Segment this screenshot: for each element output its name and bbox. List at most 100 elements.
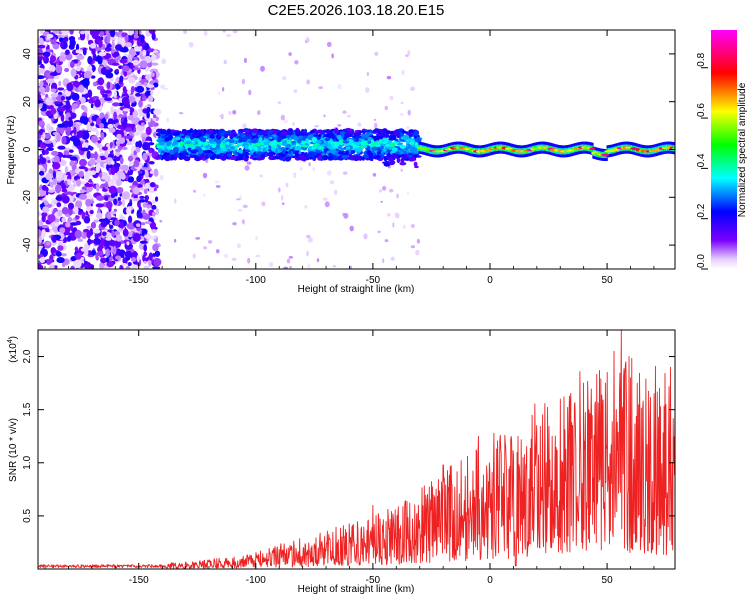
heatmap-cell (153, 257, 162, 267)
heatmap-cell (132, 187, 140, 195)
heatmap-cell (142, 49, 147, 57)
heatmap-cell (268, 261, 274, 267)
heatmap-cell (54, 265, 58, 269)
heatmap-cell (56, 257, 65, 264)
heatmap-cell (151, 204, 157, 210)
heatmap-cell (400, 101, 404, 104)
heatmap-cell (69, 61, 75, 69)
heatmap-cell (124, 127, 133, 132)
heatmap-cell (38, 37, 44, 44)
heatmap-cell (192, 154, 197, 158)
heatmap-cell (99, 172, 103, 178)
heatmap-cell (153, 82, 159, 88)
heatmap-cell (151, 211, 156, 217)
heatmap-cell (294, 60, 299, 65)
heatmap-cell (115, 148, 122, 153)
heatmap-cell (293, 172, 297, 178)
heatmap-cell (145, 90, 152, 96)
heatmap-cell (139, 60, 148, 69)
heatmap-cell (375, 133, 383, 137)
heatmap-cell (237, 152, 244, 158)
heatmap-cell (45, 172, 53, 181)
heatmap-cell (308, 162, 311, 167)
heatmap-cell (48, 65, 56, 73)
heatmap-cell (108, 127, 116, 133)
heatmap-cell (113, 51, 120, 57)
heatmap-cell (75, 220, 82, 226)
heatmap-cell (345, 150, 349, 156)
heatmap-cell (63, 202, 67, 209)
heatmap-cell (75, 252, 82, 260)
snr-y-label: SNR (10 * v/v) (8, 418, 19, 482)
heatmap-cell (84, 193, 93, 201)
heatmap-cell (387, 212, 391, 217)
heatmap-cell (44, 200, 49, 206)
heatmap-cell (49, 222, 57, 228)
heatmap-cell (172, 146, 179, 153)
heatmap-cell (237, 209, 243, 212)
heatmap-cell (55, 196, 63, 201)
heatmap-cell (136, 223, 141, 228)
heatmap-cell (124, 42, 132, 48)
heatmap-cell (367, 140, 372, 144)
x-tick-label: -50 (366, 275, 381, 286)
heatmap-cell (232, 110, 237, 115)
heatmap-cell (51, 198, 56, 203)
heatmap-cell (281, 142, 288, 147)
heatmap-cell (92, 229, 101, 234)
heatmap-cell (166, 141, 171, 147)
snr-panel: -150 -100 -50 0 50 0.5 1.0 1.5 2.0 Height of st… (7, 329, 676, 595)
heatmap-cell (142, 209, 146, 217)
heatmap-cell (113, 89, 117, 99)
heatmap-cell (385, 130, 391, 133)
heatmap-cell (155, 51, 160, 58)
y-tick-label: 40 (22, 48, 33, 60)
heatmap-cell (136, 212, 144, 218)
y-tick-label: 0 (22, 146, 33, 152)
heatmap-cell (153, 108, 162, 116)
heatmap-cell (400, 168, 403, 172)
heatmap-cell (83, 228, 90, 233)
heatmap-cell (46, 147, 54, 151)
heatmap-cell (214, 180, 220, 184)
heatmap-cell (146, 111, 150, 119)
heatmap-cell (299, 167, 303, 171)
heatmap-cell (76, 55, 85, 60)
heatmap-cell (141, 136, 146, 145)
heatmap-cell (399, 161, 407, 166)
heatmap-cell (374, 51, 379, 56)
heatmap-cell (104, 150, 109, 158)
heatmap-cell (38, 229, 42, 238)
heatmap-cell (278, 153, 282, 156)
y-tick-label: 2.0 (22, 349, 33, 363)
heatmap-cell (85, 198, 92, 207)
heatmap-cell (75, 50, 79, 54)
heatmap-cell (215, 154, 221, 159)
heatmap-cell (148, 259, 152, 267)
heatmap-cell (69, 30, 74, 35)
heatmap-cell (323, 142, 329, 147)
heatmap-cell (57, 87, 65, 91)
heatmap-cell (105, 257, 110, 263)
heatmap-cell (60, 113, 65, 122)
heatmap-cell (404, 157, 410, 161)
heatmap-cell (131, 119, 135, 124)
heatmap-cell (159, 130, 167, 135)
heatmap-cell (55, 184, 62, 194)
heatmap-cell (38, 60, 43, 65)
heatmap-cell (52, 30, 60, 35)
heatmap-cell (270, 146, 277, 152)
heatmap-cell (45, 72, 52, 77)
heatmap-cell (133, 159, 140, 168)
heatmap-cell (65, 49, 70, 55)
heatmap-cell (76, 130, 84, 139)
heatmap-cell (382, 161, 390, 164)
heatmap-cell (53, 101, 62, 105)
heatmap-cell (390, 142, 395, 148)
heatmap-cell (274, 156, 281, 160)
heatmap-cell (103, 240, 110, 248)
heatmap-cell (205, 149, 213, 153)
y-tick-label: 0.5 (22, 509, 33, 523)
heatmap-cell (120, 164, 129, 172)
heatmap-cell (342, 110, 347, 114)
